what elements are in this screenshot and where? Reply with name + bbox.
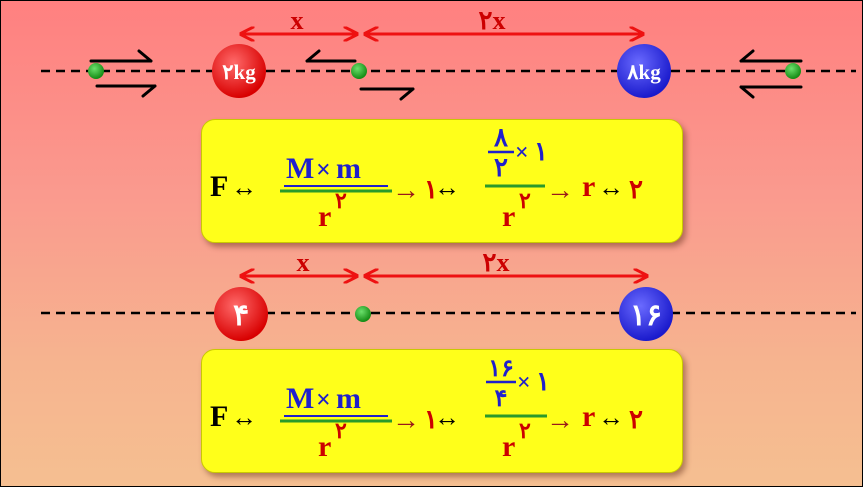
formula-bottom-inner-num: ۱۶ (488, 356, 514, 382)
bottom-mass-right-label: ۱۶ (630, 299, 662, 332)
formula-top-F: F (210, 170, 228, 203)
bottom-dimension-x-label: x (297, 248, 310, 277)
bottom-mass-left-label: ۴ (233, 299, 249, 332)
formula-top-inner-times: × (515, 140, 529, 166)
top-point-right (785, 63, 801, 79)
top-mass-left (212, 44, 266, 98)
formula-top-den-exp: ۲ (335, 188, 347, 213)
formula-bottom-inner-one: ۱ (536, 367, 550, 396)
top-middle-force-arrows (305, 49, 415, 101)
formula-top-result-r: r (582, 170, 595, 203)
formula-bottom-F: F (210, 400, 228, 433)
top-dimension-2x-label: ۲x (479, 6, 506, 35)
formula-bottom-inner-times: × (517, 370, 531, 396)
formula-top-den2-r: r (502, 200, 515, 233)
formula-bottom-result-val: ۲ (629, 405, 643, 434)
formula-top-den-r: r (318, 200, 331, 233)
formula-bottom-rel: ↔ (231, 403, 257, 432)
formula-bottom-rel-2: ↔ (434, 403, 460, 432)
formula-top-arrow-2: → (546, 175, 574, 206)
formula-bottom-num-m: m (336, 382, 361, 415)
bottom-mass-left (214, 287, 268, 341)
formula-bottom-den-exp: ۲ (335, 418, 347, 443)
formula-bottom-inner-den: ۴ (495, 386, 508, 412)
bottom-dimension-2x-label: ۲x (483, 248, 510, 277)
top-left-force-arrows (89, 49, 157, 98)
formula-bottom-arrow-1: → (392, 405, 420, 436)
formula-top-inner-den: ۲ (494, 153, 508, 182)
formula-bottom-den2-exp: ۲ (519, 418, 531, 443)
formula-top-one: ۱ (424, 175, 438, 204)
top-mass-left-label: ۲kg (222, 60, 256, 84)
formula-bottom-arrow-2: → (546, 405, 574, 436)
top-right-force-arrows (739, 49, 803, 99)
formula-bottom-result-rel: ↔ (598, 403, 624, 432)
formula-top-num-M: M (286, 152, 314, 185)
formula-bottom-result-r: r (582, 400, 595, 433)
formula-bottom-den2-r: r (502, 430, 515, 463)
formula-top-svg: F ↔ M × m r ۲ → ۱ ↔ ۸ ۲ × ۱ r ۲ → r ↔ ۲ (210, 123, 643, 233)
formula-bottom-num-times: × (316, 385, 331, 414)
formula-box-top: F ↔ M × m r ۲ → ۱ ↔ ۸ ۲ × ۱ r ۲ → r ↔ ۲ (201, 119, 683, 243)
formula-top-result-rel: ↔ (598, 173, 624, 202)
formula-bottom-one: ۱ (424, 405, 438, 434)
top-dimension-x-label: x (291, 6, 304, 35)
bottom-mass-right (619, 287, 673, 341)
top-point-middle (351, 63, 367, 79)
formula-top-arrow-1: → (392, 175, 420, 206)
formula-top-rel: ↔ (231, 173, 257, 202)
top-point-left (88, 63, 104, 79)
formula-box-bottom: F ↔ M × m r ۲ → ۱ ↔ ۱۶ ۴ × ۱ r ۲ → r ↔ ۲ (201, 349, 683, 473)
top-mass-right-label: ۸kg (626, 60, 661, 84)
formula-top-den2-exp: ۲ (519, 188, 531, 213)
formula-top-inner-num: ۸ (493, 123, 508, 152)
formula-bottom-den-r: r (318, 430, 331, 463)
formula-bottom-svg: F ↔ M × m r ۲ → ۱ ↔ ۱۶ ۴ × ۱ r ۲ → r ↔ ۲ (210, 356, 643, 463)
top-mass-right (617, 44, 671, 98)
bottom-point-middle (355, 306, 371, 322)
formula-top-num-m: m (336, 152, 361, 185)
formula-top-inner-one: ۱ (534, 137, 548, 166)
formula-top-rel-2: ↔ (434, 173, 460, 202)
formula-top-num-times: × (316, 155, 331, 184)
formula-top-result-val: ۲ (629, 175, 643, 204)
formula-bottom-num-M: M (286, 382, 314, 415)
